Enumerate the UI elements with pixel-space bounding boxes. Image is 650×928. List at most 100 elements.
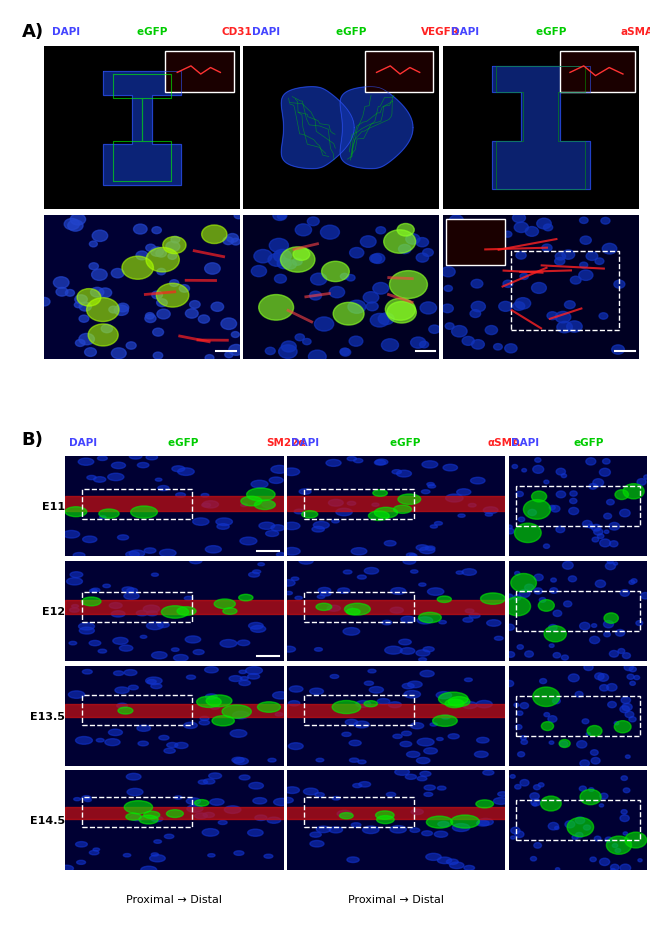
Text: E13.5: E13.5	[31, 711, 65, 721]
Circle shape	[146, 314, 154, 319]
Circle shape	[356, 701, 370, 708]
Circle shape	[347, 458, 356, 461]
Circle shape	[514, 223, 528, 233]
Circle shape	[425, 547, 435, 551]
Circle shape	[389, 271, 428, 299]
Circle shape	[337, 810, 352, 818]
Circle shape	[349, 741, 361, 746]
Circle shape	[125, 551, 139, 558]
Circle shape	[77, 290, 101, 307]
Circle shape	[476, 820, 489, 826]
Circle shape	[259, 522, 275, 530]
Circle shape	[82, 796, 91, 800]
Circle shape	[109, 603, 122, 609]
Circle shape	[157, 310, 170, 319]
Circle shape	[316, 758, 324, 762]
Circle shape	[166, 810, 183, 818]
Circle shape	[205, 264, 220, 275]
Circle shape	[515, 725, 522, 729]
Circle shape	[74, 303, 82, 308]
Circle shape	[476, 738, 489, 743]
Circle shape	[398, 245, 411, 254]
Text: DAPI: DAPI	[291, 437, 323, 447]
Circle shape	[590, 637, 600, 644]
Circle shape	[555, 312, 571, 324]
Circle shape	[129, 454, 142, 459]
Circle shape	[310, 841, 324, 847]
Circle shape	[483, 770, 494, 775]
Circle shape	[487, 620, 501, 626]
Circle shape	[470, 310, 480, 318]
Circle shape	[419, 584, 426, 586]
Circle shape	[493, 798, 508, 805]
Circle shape	[417, 757, 430, 764]
Circle shape	[587, 726, 602, 737]
Circle shape	[369, 511, 389, 521]
Circle shape	[90, 288, 104, 298]
Circle shape	[429, 326, 440, 334]
Circle shape	[171, 237, 180, 244]
Circle shape	[206, 695, 232, 707]
Circle shape	[299, 489, 311, 495]
Circle shape	[511, 574, 536, 592]
Circle shape	[463, 618, 473, 623]
Circle shape	[504, 344, 517, 354]
Circle shape	[79, 316, 89, 323]
Circle shape	[424, 748, 437, 754]
Circle shape	[382, 621, 392, 625]
Circle shape	[66, 578, 83, 586]
Circle shape	[343, 628, 359, 636]
Circle shape	[271, 466, 289, 474]
Circle shape	[272, 692, 289, 700]
Circle shape	[124, 854, 131, 857]
Circle shape	[177, 607, 196, 616]
Bar	[365, 52, 434, 93]
Circle shape	[620, 815, 629, 821]
Circle shape	[392, 470, 402, 474]
Circle shape	[239, 670, 246, 674]
Circle shape	[92, 231, 108, 242]
Circle shape	[158, 623, 169, 628]
Circle shape	[614, 281, 625, 289]
Circle shape	[151, 574, 159, 576]
Circle shape	[255, 815, 267, 820]
Circle shape	[456, 572, 463, 574]
Circle shape	[580, 218, 588, 225]
Circle shape	[510, 775, 515, 779]
Circle shape	[612, 345, 625, 354]
Circle shape	[292, 259, 302, 266]
Circle shape	[427, 483, 434, 486]
Circle shape	[476, 701, 492, 708]
Circle shape	[84, 798, 92, 802]
Circle shape	[521, 740, 528, 744]
Circle shape	[231, 332, 239, 338]
Bar	[304, 592, 413, 622]
Bar	[83, 695, 192, 725]
Circle shape	[83, 670, 92, 675]
Circle shape	[504, 598, 530, 616]
Circle shape	[561, 474, 567, 478]
Circle shape	[385, 299, 415, 321]
Circle shape	[450, 815, 479, 828]
Circle shape	[540, 598, 546, 602]
Circle shape	[126, 774, 141, 780]
Circle shape	[315, 793, 324, 797]
Circle shape	[295, 334, 304, 342]
Circle shape	[111, 269, 124, 278]
Circle shape	[463, 252, 474, 260]
Circle shape	[241, 496, 262, 507]
Circle shape	[484, 508, 498, 514]
Circle shape	[422, 250, 434, 257]
Circle shape	[567, 321, 582, 333]
Circle shape	[554, 258, 565, 265]
Circle shape	[239, 775, 250, 780]
Circle shape	[612, 844, 618, 847]
Circle shape	[278, 214, 285, 220]
Circle shape	[159, 549, 176, 557]
Circle shape	[599, 469, 610, 477]
Circle shape	[198, 316, 209, 324]
Circle shape	[552, 699, 560, 704]
Circle shape	[521, 736, 526, 741]
Circle shape	[320, 591, 331, 597]
Circle shape	[330, 827, 343, 833]
